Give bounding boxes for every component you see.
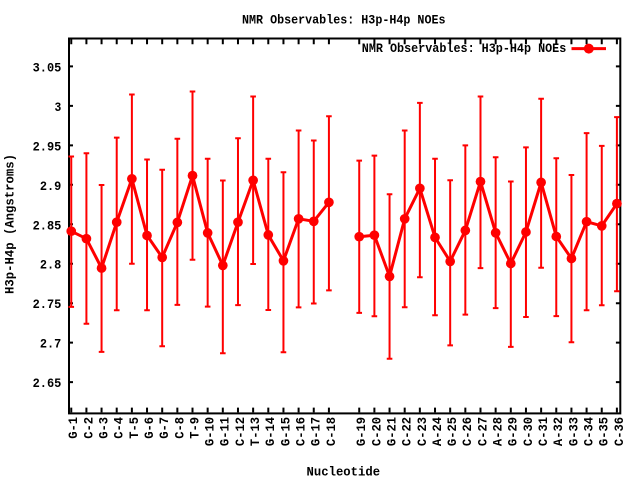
svg-text:C-27: C-27 (475, 417, 490, 446)
svg-text:C-26: C-26 (460, 417, 475, 446)
svg-text:G-3: G-3 (96, 417, 111, 439)
svg-text:G-11: G-11 (218, 417, 233, 446)
svg-text:G-17: G-17 (309, 417, 324, 446)
svg-text:G-35: G-35 (597, 417, 612, 446)
svg-text:2.9: 2.9 (40, 179, 62, 194)
svg-text:2.85: 2.85 (33, 218, 62, 233)
svg-text:C-30: C-30 (521, 417, 536, 446)
svg-text:G-29: G-29 (506, 417, 521, 446)
svg-text:G-15: G-15 (278, 417, 293, 446)
svg-text:Nucleotide: Nucleotide (307, 464, 381, 479)
svg-text:C-8: C-8 (172, 417, 187, 439)
svg-text:3: 3 (55, 100, 62, 115)
svg-text:C-4: C-4 (112, 417, 127, 439)
svg-text:G-1: G-1 (66, 417, 81, 439)
svg-text:2.65: 2.65 (33, 376, 62, 391)
svg-text:3.05: 3.05 (33, 60, 62, 75)
svg-text:NMR Observables: H3p-H4p NOEs: NMR Observables: H3p-H4p NOEs (362, 41, 567, 56)
svg-text:G-33: G-33 (566, 417, 581, 446)
svg-text:G-25: G-25 (445, 417, 460, 446)
svg-text:C-31: C-31 (536, 417, 551, 446)
svg-text:C-20: C-20 (369, 417, 384, 446)
svg-text:C-34: C-34 (581, 417, 596, 446)
svg-text:G-7: G-7 (157, 417, 172, 439)
svg-text:2.8: 2.8 (40, 258, 62, 273)
svg-text:2.7: 2.7 (40, 337, 61, 352)
svg-text:T-9: T-9 (187, 417, 202, 439)
svg-text:NMR Observables: H3p-H4p NOEs: NMR Observables: H3p-H4p NOEs (242, 13, 446, 28)
svg-text:G-19: G-19 (354, 417, 369, 446)
svg-text:G-10: G-10 (203, 417, 218, 446)
svg-text:T-13: T-13 (248, 417, 263, 446)
svg-text:A-24: A-24 (430, 417, 445, 446)
svg-text:C-22: C-22 (400, 417, 415, 446)
svg-text:2.95: 2.95 (33, 139, 62, 154)
svg-text:G-6: G-6 (142, 417, 157, 439)
svg-text:A-28: A-28 (491, 417, 506, 446)
svg-text:G-21: G-21 (384, 417, 399, 446)
svg-text:C-23: C-23 (415, 417, 430, 446)
svg-text:C-2: C-2 (81, 417, 96, 439)
svg-text:C-16: C-16 (294, 417, 309, 446)
svg-text:G-14: G-14 (263, 417, 278, 446)
svg-text:A-32: A-32 (551, 417, 566, 446)
svg-text:H3p-H4p (Angstroms): H3p-H4p (Angstroms) (2, 154, 17, 294)
svg-text:C-12: C-12 (233, 417, 248, 446)
svg-text:C-36: C-36 (612, 417, 627, 446)
svg-text:C-18: C-18 (324, 417, 339, 446)
svg-text:2.75: 2.75 (33, 297, 62, 312)
svg-text:T-5: T-5 (127, 417, 142, 439)
